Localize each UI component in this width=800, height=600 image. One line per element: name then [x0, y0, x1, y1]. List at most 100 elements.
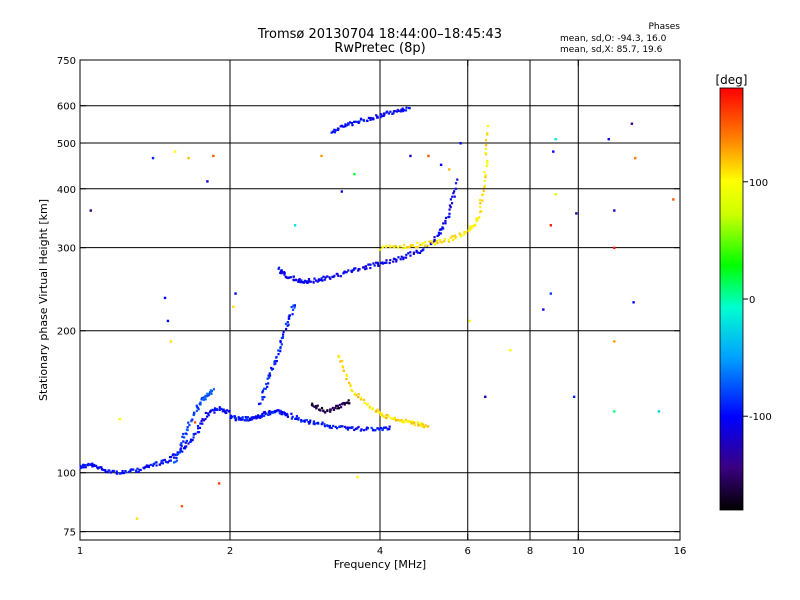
- data-point: [388, 244, 392, 247]
- data-point: [351, 269, 354, 272]
- data-point: [392, 257, 396, 260]
- data-point: [424, 244, 427, 247]
- y-tick-label: 400: [57, 185, 76, 196]
- data-point: [451, 235, 454, 238]
- data-point: [459, 142, 462, 145]
- data-point: [207, 414, 210, 417]
- data-point: [84, 465, 87, 468]
- data-point: [109, 471, 113, 474]
- data-point: [478, 199, 482, 202]
- axes: 1 2 4 6 8 10 16 75 100 200 300 400 500 600 750: [57, 56, 686, 557]
- data-point: [390, 417, 393, 420]
- data-point: [308, 279, 311, 282]
- data-point: [139, 468, 142, 472]
- data-point: [362, 398, 366, 402]
- data-point: [234, 292, 237, 295]
- data-point: [204, 417, 207, 421]
- data-point: [89, 209, 92, 212]
- data-point: [261, 398, 264, 401]
- data-point: [407, 420, 411, 423]
- data-point: [554, 192, 557, 196]
- data-point: [192, 411, 196, 414]
- data-point: [241, 416, 244, 419]
- data-point: [388, 427, 391, 431]
- data-point: [275, 359, 278, 363]
- data-point: [234, 419, 237, 422]
- data-point: [454, 187, 457, 190]
- data-point: [263, 410, 266, 414]
- data-point: [417, 422, 420, 425]
- data-point: [182, 440, 185, 443]
- data-point: [460, 234, 463, 237]
- data-point: [229, 414, 232, 417]
- data-point: [370, 426, 373, 430]
- data-point: [443, 240, 446, 243]
- data-point: [320, 406, 324, 410]
- data-point: [424, 241, 427, 244]
- data-point: [82, 466, 85, 469]
- data-point: [469, 224, 472, 228]
- x-tick-label: 2: [227, 546, 233, 557]
- data-point: [290, 417, 293, 420]
- data-point: [285, 276, 288, 279]
- data-point: [255, 417, 258, 420]
- data-point: [372, 117, 375, 121]
- data-point: [409, 254, 412, 257]
- data-point: [345, 374, 348, 378]
- data-point: [471, 224, 475, 228]
- data-point: [160, 462, 163, 465]
- data-point: [187, 421, 190, 424]
- data-point: [357, 393, 360, 396]
- data-point: [411, 244, 414, 247]
- data-point: [280, 343, 283, 346]
- data-point: [403, 243, 406, 246]
- x-tick-label: 16: [674, 546, 687, 557]
- data-point: [463, 230, 466, 234]
- data-point: [364, 265, 367, 268]
- data-point: [483, 179, 486, 182]
- data-point: [389, 110, 392, 113]
- data-point: [220, 407, 223, 411]
- data-point: [394, 244, 397, 248]
- data-point: [297, 416, 300, 420]
- data-point: [181, 435, 184, 438]
- data-point: [173, 456, 176, 459]
- data-point: [657, 410, 661, 413]
- phase-stats-title: Phases: [648, 22, 680, 32]
- data-point: [267, 382, 270, 385]
- data-point: [452, 192, 455, 195]
- data-point: [199, 422, 202, 425]
- data-point: [84, 464, 87, 467]
- data-point: [427, 154, 430, 158]
- data-point: [329, 277, 332, 280]
- data-point: [204, 398, 207, 401]
- data-point: [312, 420, 316, 423]
- data-point: [436, 234, 439, 238]
- data-point: [244, 415, 247, 419]
- data-point: [402, 256, 405, 259]
- data-point: [166, 319, 170, 323]
- data-point: [486, 159, 489, 163]
- data-point: [453, 234, 456, 237]
- data-point: [250, 416, 253, 419]
- data-point: [145, 464, 148, 467]
- data-point: [407, 252, 410, 255]
- data-point: [251, 418, 254, 421]
- data-point: [359, 398, 362, 401]
- data-point: [427, 244, 430, 247]
- data-point: [339, 125, 342, 128]
- data-point: [486, 125, 489, 128]
- data-point: [281, 333, 285, 336]
- data-point: [279, 341, 282, 344]
- data-point: [305, 419, 308, 422]
- data-point: [402, 108, 406, 112]
- data-point: [185, 439, 188, 443]
- data-point: [340, 190, 344, 193]
- data-point: [405, 106, 408, 109]
- data-point: [437, 231, 441, 234]
- data-point: [121, 471, 124, 475]
- data-point: [357, 425, 360, 429]
- data-point: [402, 258, 405, 261]
- data-point: [448, 208, 451, 211]
- data-point: [279, 350, 282, 353]
